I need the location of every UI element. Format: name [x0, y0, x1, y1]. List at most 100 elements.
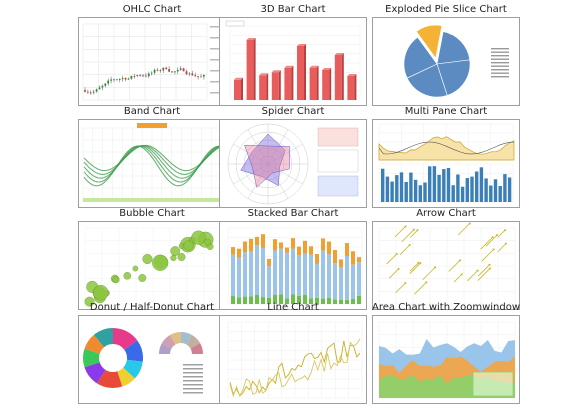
bubble-chart-card[interactable]: Bubble Chart — [78, 207, 226, 310]
bar3d-svg — [225, 20, 361, 101]
arrow-head — [417, 261, 420, 264]
bubble — [177, 253, 186, 261]
arrow-glyph — [399, 244, 410, 255]
chart-title: Multi Pane Chart — [404, 106, 488, 117]
ohlc-candle — [139, 75, 141, 76]
legend-entry — [183, 376, 203, 378]
arrow-head — [408, 243, 411, 246]
ohlc-chart-card[interactable]: OHLC Chart — [78, 3, 226, 106]
volume-bar — [381, 168, 385, 202]
donut-slice — [124, 340, 143, 362]
bubble-plot — [78, 221, 226, 310]
pie-slice — [436, 31, 471, 65]
stack-segment — [309, 254, 313, 299]
arrow-head — [468, 222, 471, 225]
bar3d-chart-card[interactable]: 3D Bar Chart — [219, 3, 367, 106]
stack-segment — [267, 297, 271, 304]
ohlc-candle — [171, 71, 173, 73]
ohlc-candle — [98, 87, 101, 90]
ohlc-candle — [130, 75, 133, 79]
stack-segment — [267, 258, 271, 267]
volume-bar — [456, 174, 460, 202]
ohlc-candle — [118, 79, 121, 80]
donut-slice — [84, 334, 105, 354]
stack-segment — [273, 239, 277, 251]
bar — [246, 40, 254, 100]
ohlc-candle — [142, 75, 144, 77]
line-svg — [227, 321, 363, 399]
stacked-svg — [227, 227, 363, 305]
half-donut-slice — [181, 332, 192, 345]
volume-bar — [479, 167, 484, 202]
bubble — [183, 240, 194, 251]
pie-chart-card[interactable]: Exploded Pie Slice Chart — [372, 3, 520, 106]
stack-segment — [285, 298, 289, 304]
ohlc-candle — [150, 72, 153, 74]
pie-slice — [403, 36, 438, 79]
spider-chart-card[interactable]: Spider Chart — [219, 105, 367, 208]
stack-segment — [315, 263, 319, 298]
ohlc-candle — [136, 75, 139, 76]
pie-slice — [415, 24, 443, 59]
volume-bar — [475, 171, 479, 202]
arrow-glyph — [409, 262, 419, 272]
stack-segment — [339, 259, 343, 268]
area-chart-card[interactable]: Area Chart with Zoomwindow — [372, 301, 520, 404]
stack-segment — [303, 294, 307, 304]
ohlc-candle — [147, 73, 150, 77]
bar-side — [241, 77, 243, 100]
donut-slice — [83, 348, 100, 368]
multipane-chart-card[interactable]: Multi Pane Chart — [372, 105, 520, 208]
arrow-head — [460, 273, 463, 276]
stack-segment — [321, 238, 325, 251]
legend-entry — [491, 51, 509, 53]
line-chart-card[interactable]: Line Chart — [219, 301, 367, 404]
chart-title: Band Chart — [123, 106, 181, 117]
arrow-glyph — [395, 282, 406, 294]
arrow-glyph — [467, 270, 478, 282]
arrow-glyph — [422, 267, 436, 281]
arrow-glyph — [497, 229, 506, 238]
stack-segment — [279, 248, 283, 295]
bar-top — [334, 53, 344, 55]
donut-chart-card[interactable]: Donut / Half-Donut Chart — [78, 301, 226, 404]
volume-bar — [399, 172, 404, 202]
arrow-glyph — [477, 264, 490, 277]
ohlc-candle — [174, 71, 176, 73]
ohlc-candle — [185, 71, 188, 75]
stack-segment — [309, 246, 313, 255]
arrow-head — [412, 228, 415, 231]
legend-box — [317, 149, 359, 173]
volume-bar — [390, 181, 394, 202]
arrow-glyph — [448, 260, 461, 272]
ohlc-candle — [153, 69, 156, 73]
stack-segment — [357, 262, 361, 296]
stack-segment — [297, 246, 301, 256]
arrow-chart-card[interactable]: Arrow Chart — [372, 207, 520, 310]
axis-tick-label — [210, 48, 220, 50]
ohlc-candle — [168, 69, 170, 72]
arrow-head — [397, 267, 400, 270]
ohlc-svg — [82, 23, 220, 101]
stack-segment — [315, 297, 319, 304]
pie-slice — [436, 59, 471, 96]
stack-segment — [237, 297, 241, 304]
stack-segment — [297, 255, 301, 296]
stack-segment — [333, 249, 337, 264]
volume-bar — [437, 174, 441, 202]
donut-slice — [84, 362, 106, 384]
volume-bar — [442, 169, 446, 202]
stacked-bar-chart-card[interactable]: Stacked Bar Chart — [219, 207, 367, 310]
legend-box — [225, 20, 245, 27]
legend-entry — [491, 69, 509, 71]
chart-title: Stacked Bar Chart — [247, 208, 339, 219]
stack-segment — [285, 252, 289, 299]
bubble-svg — [84, 227, 222, 307]
stack-segment — [291, 238, 295, 249]
ohlc-candle — [179, 68, 182, 70]
stack-segment — [249, 238, 253, 252]
ohlc-candle — [194, 75, 197, 77]
stack-segment — [279, 242, 283, 249]
ohlc-candle — [197, 76, 199, 78]
band-chart-card[interactable]: Band Chart — [78, 105, 226, 208]
